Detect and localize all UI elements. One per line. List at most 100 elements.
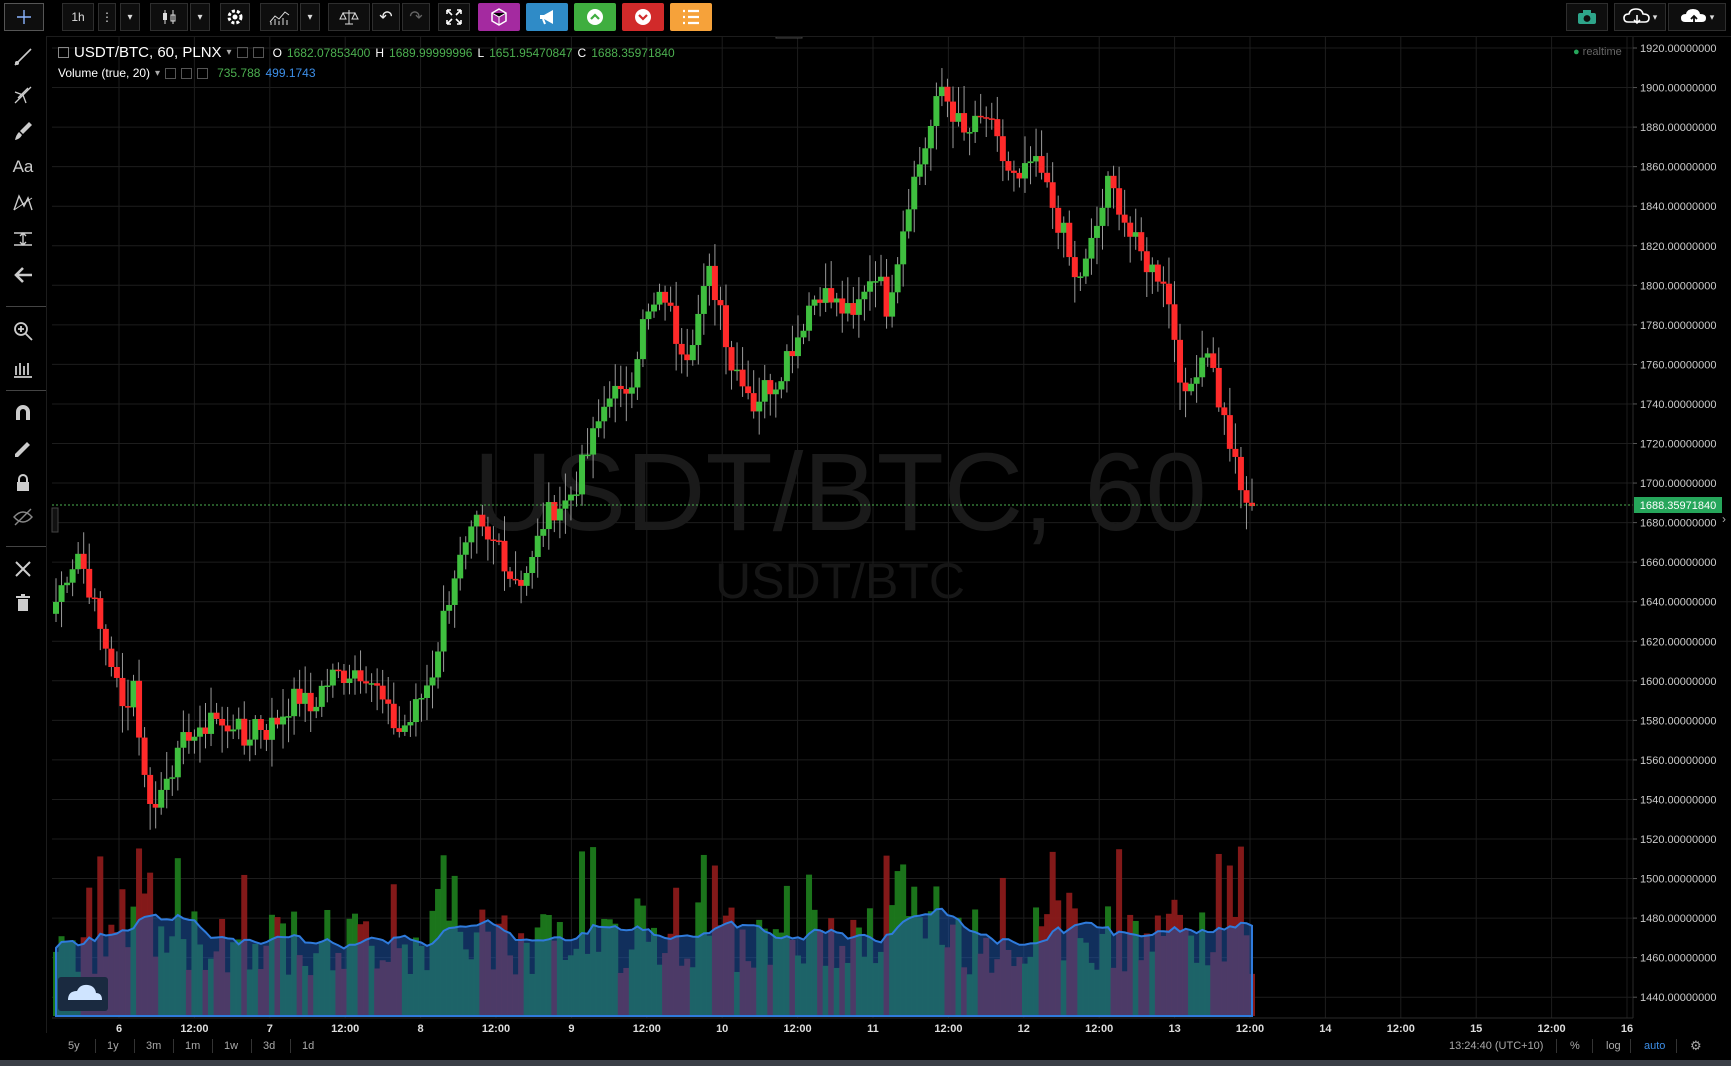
indicators-dropdown[interactable]: ▾ [300, 3, 320, 31]
pitchfork-tool[interactable] [8, 80, 38, 110]
snapshot-button[interactable] [1566, 3, 1608, 31]
range-1y[interactable]: 1y [107, 1040, 119, 1052]
range-3d[interactable]: 3d [263, 1040, 276, 1052]
buy-button[interactable] [574, 3, 616, 31]
range-1m[interactable]: 1m [185, 1040, 201, 1052]
open-value: 1682.07853400 [286, 45, 371, 60]
candle-body [612, 385, 619, 399]
trend-line-tool[interactable] [8, 42, 38, 72]
magnet-tool[interactable] [8, 398, 38, 428]
close-icon[interactable] [197, 67, 209, 79]
time-tick-label: 13 [1168, 1023, 1180, 1035]
range-3m[interactable]: 3m [146, 1040, 162, 1052]
load-chart-button[interactable]: ▾ [1614, 3, 1666, 31]
redo-button[interactable]: ↷ [402, 3, 430, 31]
candle-body [551, 502, 558, 521]
chevron-down-icon: ▾ [1652, 11, 1658, 22]
candle-body [634, 359, 641, 388]
zoom-tool[interactable] [8, 316, 38, 346]
last-price-label: 1688.35971840 [1640, 500, 1716, 512]
candle-body [1049, 182, 1056, 208]
hide-drawings-tool[interactable] [8, 502, 38, 532]
save-chart-button[interactable]: ▾ [1668, 3, 1726, 31]
interval-dropdown-button[interactable]: ▾ [120, 3, 140, 31]
range-1d[interactable]: 1d [302, 1040, 315, 1052]
bars-ruler-icon [14, 363, 32, 378]
symbol-title[interactable]: USDT/BTC, 60, PLNX [74, 44, 222, 61]
settings-button[interactable] [220, 3, 250, 31]
low-value: 1651.95470847 [489, 45, 573, 60]
interval-button[interactable]: 1h [62, 3, 94, 31]
candle-body [363, 681, 370, 684]
range-1w[interactable]: 1w [224, 1040, 239, 1052]
chart-style-dropdown[interactable]: ▾ [190, 3, 210, 31]
lock-tool[interactable] [8, 468, 38, 498]
brush-tool[interactable] [8, 116, 38, 146]
more-intervals-button[interactable]: ⋮ [98, 3, 116, 31]
volume-title[interactable]: Volume (true, 20) [58, 66, 151, 80]
text-tool[interactable]: Aa [8, 152, 38, 182]
gear-icon[interactable]: ⚙ [1690, 1038, 1702, 1053]
collapse-icon[interactable] [165, 67, 177, 79]
candle-body [318, 685, 325, 707]
undo-button[interactable]: ↶ [372, 3, 400, 31]
candle-body [124, 706, 131, 708]
sell-button[interactable] [622, 3, 664, 31]
delete-button[interactable] [8, 588, 38, 618]
candle-body [706, 265, 713, 287]
time-tick-label: 12:00 [934, 1023, 962, 1035]
candle-body [778, 381, 785, 390]
candle-body [213, 712, 220, 719]
log-toggle[interactable]: log [1606, 1040, 1621, 1052]
watchlist-button[interactable] [670, 3, 712, 31]
remove-tools-button[interactable] [8, 554, 38, 584]
candle-body [1177, 339, 1184, 383]
more-icon: ⋮ [101, 10, 113, 24]
candle-body [722, 305, 729, 348]
crosshair-button[interactable] [4, 3, 44, 31]
time-tick-label: 16 [1621, 1023, 1633, 1035]
candle-body [734, 369, 741, 372]
candle-body [1154, 264, 1161, 282]
collapse-icon[interactable] [58, 47, 69, 58]
time-tick-label: 10 [716, 1023, 728, 1035]
settings-icon[interactable] [181, 67, 193, 79]
percent-toggle[interactable]: % [1570, 1040, 1580, 1052]
chevron-down-icon[interactable]: ▾ [155, 67, 161, 79]
candle-body [185, 732, 192, 741]
range-5y[interactable]: 5y [68, 1040, 80, 1052]
candle-body [916, 164, 923, 177]
candle-body [1193, 377, 1200, 384]
price-tick-label: 1820.00000000 [1640, 241, 1716, 253]
settings-icon[interactable] [236, 47, 248, 58]
indicators-button[interactable] [260, 3, 298, 31]
compare-button[interactable] [328, 3, 370, 31]
auto-toggle[interactable]: auto [1644, 1040, 1666, 1052]
price-tick-label: 1760.00000000 [1640, 359, 1716, 371]
back-tool[interactable] [8, 260, 38, 290]
candle-body [1121, 214, 1128, 223]
cube-button[interactable] [478, 3, 520, 31]
candle-body [368, 683, 375, 685]
candle-body [850, 303, 857, 315]
measure-tool[interactable] [8, 224, 38, 254]
candle-body [938, 86, 945, 97]
stay-drawing-tool[interactable] [8, 434, 38, 464]
right-arrow-icon[interactable]: › [1722, 512, 1726, 526]
announcements-button[interactable] [526, 3, 568, 31]
candle-body [700, 286, 707, 314]
chevron-down-icon[interactable]: ▾ [226, 47, 232, 58]
time-axis: 6 12:00 7 12:00 8 12:00 9 12:00 10 12:00 11 12:00 12… [116, 1023, 1633, 1035]
candle-body [872, 281, 879, 283]
chart-style-button[interactable] [150, 3, 188, 31]
candle-body [628, 387, 635, 394]
fullscreen-button[interactable] [438, 3, 470, 31]
candle-body [606, 398, 613, 407]
candle-body [119, 677, 126, 707]
candle-body [1143, 251, 1150, 273]
measure-bars-tool[interactable] [8, 354, 38, 384]
left-scroll-handle[interactable] [51, 507, 59, 533]
close-icon[interactable] [252, 47, 264, 58]
pattern-tool[interactable] [8, 188, 38, 218]
